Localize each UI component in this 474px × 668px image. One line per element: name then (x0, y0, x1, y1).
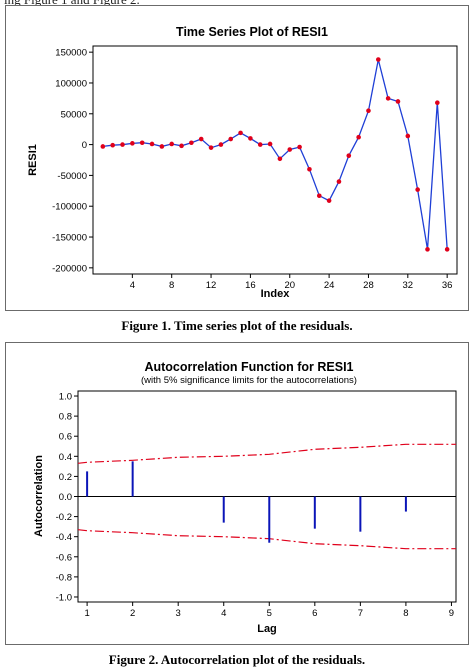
y-tick-label: 50000 (61, 109, 87, 120)
x-tick-label: 4 (130, 280, 135, 291)
acf-chart: Autocorrelation Function for RESI1 (with… (6, 343, 468, 644)
y-tick-label: -0.8 (56, 572, 72, 583)
y-tick-label: 0.6 (59, 432, 72, 443)
data-point (376, 57, 381, 62)
x-tick-label: 7 (358, 608, 363, 619)
data-point (228, 137, 233, 142)
data-point (101, 144, 106, 149)
time-series-chart: Time Series Plot of RESI1 -200000 -150000… (6, 6, 468, 310)
data-point (346, 153, 351, 158)
data-point (130, 141, 135, 146)
data-point (425, 247, 430, 252)
y-tick-label: -150000 (52, 233, 87, 244)
x-tick-label: 4 (221, 608, 226, 619)
data-point (366, 108, 371, 113)
x-tick-label: 8 (403, 608, 408, 619)
y-tick-label: -0.6 (56, 552, 72, 563)
upper-significance-limit (78, 444, 456, 463)
data-point (396, 99, 401, 104)
y-tick-label: 1.0 (59, 392, 72, 403)
y-tick-label: -200000 (52, 263, 87, 274)
data-point (297, 145, 302, 150)
chart-title: Autocorrelation Function for RESI1 (144, 360, 353, 374)
data-point (140, 140, 145, 145)
x-tick-label: 16 (245, 280, 256, 291)
data-point (287, 147, 292, 152)
y-tick-label: 0.4 (59, 452, 72, 463)
x-tick-label: 36 (442, 280, 453, 291)
chart-subtitle: (with 5% significance limits for the aut… (141, 375, 357, 386)
time-series-panel: Time Series Plot of RESI1 -200000 -150000… (5, 5, 469, 311)
y-tick-label: -50000 (57, 171, 87, 182)
y-tick-label: -0.4 (56, 532, 72, 543)
data-point (445, 247, 450, 252)
x-tick-label: 2 (130, 608, 135, 619)
data-point (268, 142, 273, 147)
x-tick-label: 6 (312, 608, 317, 619)
data-point (327, 198, 332, 203)
data-point (160, 144, 165, 149)
data-point (317, 193, 322, 198)
data-point (406, 134, 411, 139)
x-tick-label: 8 (169, 280, 174, 291)
data-point (258, 142, 263, 147)
x-tick-label: 5 (267, 608, 272, 619)
figure-1-caption: Figure 1. Time series plot of the residu… (0, 318, 474, 334)
data-point (307, 167, 312, 172)
x-tick-label: 3 (176, 608, 181, 619)
x-tick-label: 32 (403, 280, 414, 291)
figure-2-caption: Figure 2. Autocorrelation plot of the re… (0, 652, 474, 668)
x-axis-label: Index (261, 288, 291, 300)
x-tick-label: 9 (449, 608, 454, 619)
data-point (189, 140, 194, 145)
x-tick-label: 1 (84, 608, 89, 619)
data-point (209, 145, 214, 150)
data-point (199, 137, 204, 142)
data-point (179, 144, 184, 149)
y-tick-label: -1.0 (56, 592, 72, 603)
data-point (337, 179, 342, 184)
data-point (120, 142, 125, 147)
data-point (356, 135, 361, 140)
y-tick-label: -0.2 (56, 512, 72, 523)
data-point (278, 156, 283, 161)
data-point (435, 100, 440, 105)
x-tick-label: 28 (363, 280, 374, 291)
series-line (103, 60, 447, 250)
x-tick-label: 12 (206, 280, 217, 291)
y-axis-label: Autocorrelation (33, 455, 45, 537)
data-point (238, 131, 243, 136)
y-tick-label: 0 (82, 140, 87, 151)
y-tick-label: 0.0 (59, 492, 72, 503)
y-tick-label: 0.2 (59, 472, 72, 483)
data-point (386, 96, 391, 101)
x-axis-label: Lag (257, 623, 277, 635)
data-point (219, 142, 224, 147)
y-axis-label: RESI1 (27, 144, 39, 176)
data-point (110, 143, 115, 148)
data-point (150, 142, 155, 147)
y-tick-label: -100000 (52, 202, 87, 213)
chart-title: Time Series Plot of RESI1 (176, 25, 328, 39)
x-tick-label: 24 (324, 280, 335, 291)
data-point (248, 136, 253, 141)
plot-area (93, 46, 457, 274)
lower-significance-limit (78, 530, 456, 549)
data-point (169, 142, 174, 147)
acf-panel: Autocorrelation Function for RESI1 (with… (5, 342, 469, 645)
data-point (415, 187, 420, 192)
y-tick-label: 100000 (55, 78, 87, 89)
y-tick-label: 0.8 (59, 412, 72, 423)
y-tick-label: 150000 (55, 48, 87, 59)
